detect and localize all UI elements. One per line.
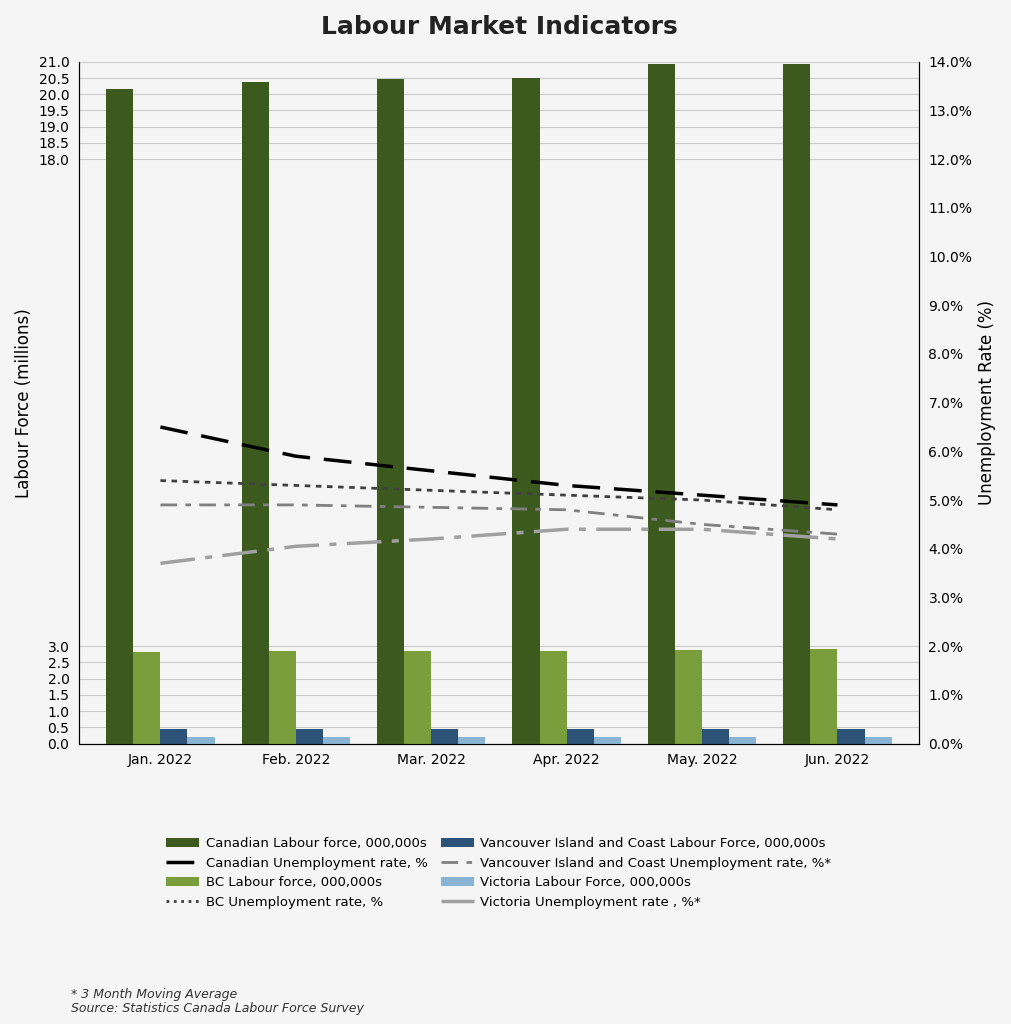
Bar	[323, 737, 350, 743]
Bar	[648, 65, 675, 743]
Bar	[540, 650, 566, 743]
Bar	[864, 736, 892, 743]
Bar	[161, 729, 187, 743]
Bar	[377, 79, 404, 743]
Bar	[702, 729, 729, 743]
Text: * 3 Month Moving Average: * 3 Month Moving Average	[71, 988, 237, 1001]
Bar	[837, 729, 864, 743]
Bar	[296, 729, 323, 743]
Bar	[269, 651, 296, 743]
Y-axis label: Unemployment Rate (%): Unemployment Rate (%)	[978, 300, 996, 505]
Bar	[458, 736, 485, 743]
Bar	[675, 650, 702, 743]
Legend: Canadian Labour force, 000,000s, Canadian Unemployment rate, %, BC Labour force,: Canadian Labour force, 000,000s, Canadia…	[161, 831, 837, 914]
Bar	[242, 82, 269, 743]
Bar	[811, 649, 837, 743]
Bar	[513, 78, 540, 743]
Text: Source: Statistics Canada Labour Force Survey: Source: Statistics Canada Labour Force S…	[71, 1001, 364, 1015]
Bar	[784, 63, 811, 743]
Bar	[729, 736, 756, 743]
Bar	[593, 736, 621, 743]
Bar	[187, 737, 214, 743]
Bar	[432, 729, 458, 743]
Bar	[133, 652, 161, 743]
Bar	[566, 729, 593, 743]
Title: Labour Market Indicators: Labour Market Indicators	[320, 15, 677, 39]
Bar	[404, 651, 432, 743]
Y-axis label: Labour Force (millions): Labour Force (millions)	[15, 308, 33, 498]
Bar	[106, 89, 133, 743]
